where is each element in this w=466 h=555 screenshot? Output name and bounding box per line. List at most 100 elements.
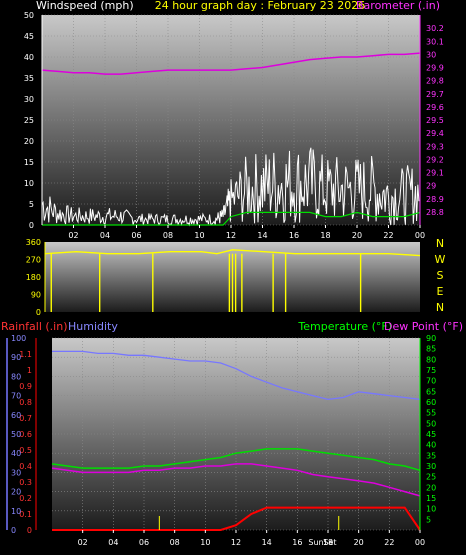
rain-y-tick-label: 0.8 <box>19 398 32 407</box>
temperature-y-tick-label: 80 <box>426 355 436 364</box>
temperature-y-tick-label: 75 <box>426 366 436 375</box>
barometer-y-tick-label: 29.6 <box>426 103 444 112</box>
humidity-y-tick-label: 90 <box>11 353 21 362</box>
barometer-y-tick-label: 28.9 <box>426 195 444 204</box>
x-tick-label: 06 <box>139 538 149 547</box>
windgust-line <box>42 211 421 226</box>
temperature-label: Temperature (°F) <box>297 320 392 333</box>
compass-letter: N <box>436 237 444 250</box>
x-tick-label: 14 <box>257 231 267 240</box>
temperature-y-tick-label: 30 <box>426 462 436 471</box>
dewpoint-label: Dew Point (°F) <box>384 320 463 333</box>
barometer-y-tick-label: 30.1 <box>426 37 444 46</box>
rain-y-tick-label: 1 <box>27 366 32 375</box>
humidity-y-tick-label: 20 <box>11 488 21 497</box>
x-tick-label: 18 <box>320 231 330 240</box>
humidity-y-tick-label: 0 <box>11 526 16 535</box>
compass-letter: N <box>436 301 444 314</box>
x-tick-label: 04 <box>108 538 118 547</box>
compass-letter: W <box>435 253 446 266</box>
temperature-y-tick-label: 45 <box>426 430 436 439</box>
direction-y-tick-label: 270 <box>26 256 41 265</box>
wind-y-tick-label: 25 <box>24 116 34 125</box>
x-tick-label: 08 <box>170 538 180 547</box>
x-tick-label: 02 <box>78 538 88 547</box>
barometer-y-tick-label: 29.4 <box>426 129 444 138</box>
direction-y-tick-label: 360 <box>26 238 41 247</box>
humidity-y-tick-label: 30 <box>11 468 21 477</box>
sunrise-label: Sun <box>308 538 323 547</box>
compass-letter: E <box>437 285 444 298</box>
barometer-y-tick-label: 29.1 <box>426 169 444 178</box>
wind-y-tick-label: 0 <box>29 221 34 230</box>
barometer-y-tick-label: 28.8 <box>426 208 444 217</box>
wind-y-tick-label: 15 <box>24 158 34 167</box>
temperature-y-tick-label: 5 <box>426 515 431 524</box>
temperature-y-tick-label: 50 <box>426 419 436 428</box>
wind-left-label: Windspeed (mph) <box>36 0 134 12</box>
barometer-y-tick-label: 29.5 <box>426 116 444 125</box>
x-tick-label: 10 <box>200 538 210 547</box>
x-tick-label: 20 <box>354 538 364 547</box>
x-tick-label: 18 <box>323 538 333 547</box>
temperature-y-tick-label: 35 <box>426 451 436 460</box>
x-tick-label: 04 <box>100 231 110 240</box>
temperature-y-tick-label: 90 <box>426 334 436 343</box>
temperature-y-tick-label: 65 <box>426 387 436 396</box>
humidity-line <box>52 350 421 401</box>
compass-letter: S <box>437 269 444 282</box>
barometer-y-tick-label: 29 <box>426 182 436 191</box>
rain-y-tick-label: 0.7 <box>19 414 32 423</box>
direction-y-tick-label: 180 <box>26 273 41 282</box>
temperature-y-tick-label: 25 <box>426 473 436 482</box>
wind-y-tick-label: 45 <box>24 32 34 41</box>
rain-y-tick-label: 0.4 <box>19 462 32 471</box>
wind-right-label: Barometer (.in) <box>356 0 440 12</box>
x-tick-label: 16 <box>292 538 302 547</box>
rain-y-tick-label: 0.5 <box>19 446 32 455</box>
wind-y-tick-label: 5 <box>29 200 34 209</box>
windspeed-line <box>41 147 420 227</box>
temperature-line <box>51 448 421 472</box>
dewpoint-line <box>51 463 421 497</box>
x-tick-label: 16 <box>289 231 299 240</box>
rain-label: Rainfall (.in) <box>1 320 68 333</box>
wind-y-tick-label: 50 <box>24 11 34 20</box>
humidity-y-tick-label: 80 <box>11 372 21 381</box>
x-tick-label: 14 <box>262 538 272 547</box>
rain-y-tick-label: 0.3 <box>19 478 32 487</box>
rain-y-tick-label: 0.1 <box>19 510 32 519</box>
rain-y-tick-label: 0.2 <box>19 494 32 503</box>
sunset-label: Set <box>323 538 336 547</box>
temperature-y-tick-label: 40 <box>426 441 436 450</box>
barometer-y-tick-label: 29.3 <box>426 142 444 151</box>
direction-y-tick-label: 0 <box>36 308 41 317</box>
direction-line <box>44 249 421 257</box>
temperature-y-tick-label: 85 <box>426 345 436 354</box>
direction-y-tick-label: 90 <box>31 291 41 300</box>
barometer-y-tick-label: 30.2 <box>426 24 444 33</box>
barometer-y-tick-label: 29.9 <box>426 64 444 73</box>
barometer-y-tick-label: 29.2 <box>426 155 444 164</box>
barometer-y-tick-label: 29.8 <box>426 77 444 86</box>
chart-title: 24 hour graph day : February 23 2026 <box>155 0 366 12</box>
temperature-y-tick-label: 15 <box>426 494 436 503</box>
x-tick-label: 22 <box>384 538 394 547</box>
humidity-y-tick-label: 50 <box>11 430 21 439</box>
x-tick-label: 08 <box>163 231 173 240</box>
x-tick-label: 06 <box>131 231 141 240</box>
rain-y-tick-label: 1.1 <box>19 350 32 359</box>
x-tick-label: 12 <box>231 538 241 547</box>
rain-y-tick-label: 0.9 <box>19 382 32 391</box>
rain-y-tick-label: 0 <box>27 526 32 535</box>
barometer-y-tick-label: 29.7 <box>426 90 444 99</box>
x-tick-label: 20 <box>352 231 362 240</box>
wind-y-tick-label: 10 <box>24 179 34 188</box>
temperature-y-tick-label: 55 <box>426 409 436 418</box>
x-tick-label: 12 <box>226 231 236 240</box>
wind-y-tick-label: 20 <box>24 137 34 146</box>
barometer-line <box>41 52 421 75</box>
humidity-label: Humidity <box>68 320 118 333</box>
humidity-y-tick-label: 40 <box>11 449 21 458</box>
